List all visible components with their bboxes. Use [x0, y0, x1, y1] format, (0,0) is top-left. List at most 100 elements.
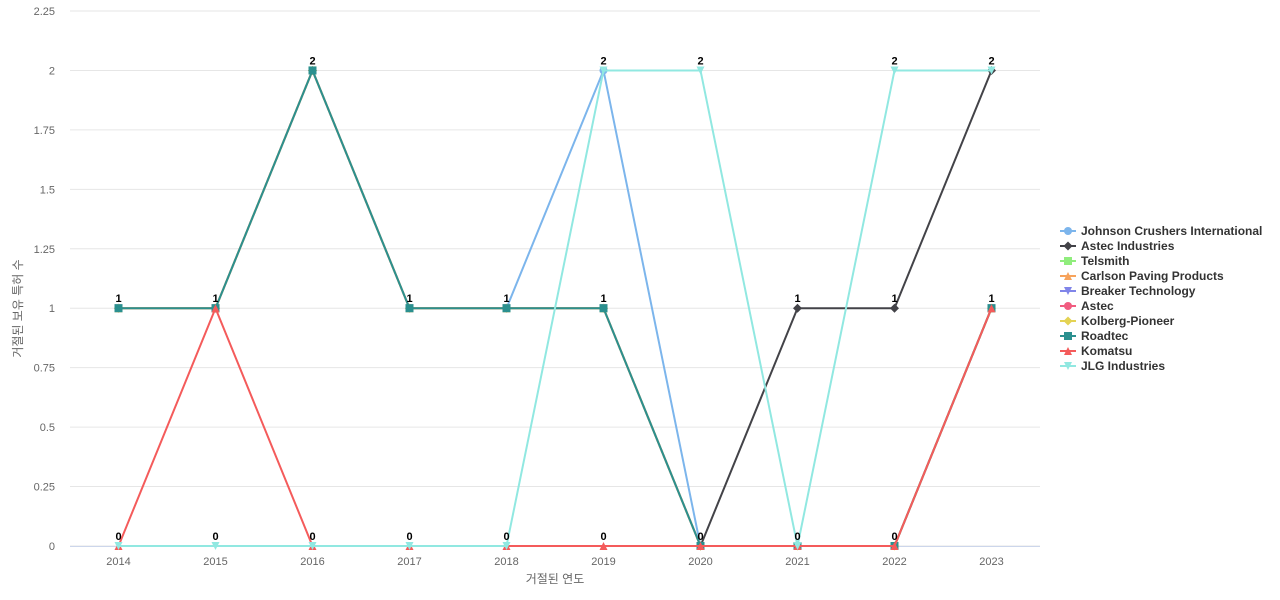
data-label: 0	[600, 531, 606, 543]
data-point-jlg-industries[interactable]	[405, 542, 414, 550]
series-line-komatsu[interactable]	[117, 307, 993, 547]
data-point-komatsu[interactable]	[696, 542, 705, 550]
data-label: 0	[309, 531, 315, 543]
data-label: 1	[600, 293, 606, 305]
legend-marker	[1064, 257, 1072, 265]
series-layer	[114, 65, 996, 551]
y-tick-label: 2.25	[34, 6, 55, 18]
data-point-jlg-industries[interactable]	[211, 542, 220, 550]
data-point-jlg-industries[interactable]	[696, 66, 705, 75]
legend-marker	[1063, 241, 1073, 251]
x-axis-title: 거절된 연도	[526, 572, 585, 586]
legend-label: Komatsu	[1081, 344, 1132, 358]
legend-label: Roadtec	[1081, 329, 1129, 343]
legend-marker	[1064, 287, 1072, 295]
data-point-komatsu[interactable]	[211, 304, 220, 313]
y-axis-ticks: 0 0.25 0.5 0.75 1 1.25 1.5 1.75 2 2.25	[34, 6, 55, 553]
legend-item-kolberg-pioneer[interactable]: Kolberg-Pioneer	[1060, 314, 1175, 328]
data-point-roadtec[interactable]	[502, 304, 511, 313]
data-point-jlg-industries[interactable]	[502, 542, 511, 550]
data-point-roadtec[interactable]	[599, 304, 608, 313]
y-tick-label: 2	[49, 65, 55, 77]
legend-item-astec[interactable]: Astec	[1060, 299, 1114, 313]
legend-item-astec-industries[interactable]: Astec Industries	[1060, 239, 1175, 253]
data-label: 2	[697, 55, 703, 67]
series-jlg-industries	[114, 66, 996, 550]
data-point-komatsu[interactable]	[987, 304, 996, 313]
data-label: 0	[212, 531, 218, 543]
legend-label: Carlson Paving Products	[1081, 269, 1224, 283]
data-point-jlg-industries[interactable]	[599, 66, 608, 75]
data-point-jlg-industries[interactable]	[793, 542, 802, 550]
x-tick-label: 2015	[203, 556, 227, 568]
x-tick-label: 2019	[591, 556, 615, 568]
legend-label: JLG Industries	[1081, 359, 1165, 373]
x-axis-ticks: 2014 2015 2016 2017 2018 2019 2020 2021 2022 2023	[106, 556, 1003, 568]
x-tick-label: 2016	[300, 556, 324, 568]
data-point-komatsu[interactable]	[890, 542, 899, 550]
legend-label: Astec	[1081, 299, 1114, 313]
data-label: 1	[212, 293, 218, 305]
data-point-jlg-industries[interactable]	[987, 66, 996, 75]
x-tick-label: 2022	[882, 556, 906, 568]
x-tick-label: 2018	[494, 556, 518, 568]
legend-marker	[1064, 347, 1072, 355]
data-point-komatsu[interactable]	[599, 542, 608, 550]
data-point-astec-industries[interactable]	[793, 303, 802, 313]
legend-label: Telsmith	[1081, 254, 1129, 268]
x-tick-label: 2023	[979, 556, 1003, 568]
data-label: 0	[891, 531, 897, 543]
legend-item-telsmith[interactable]: Telsmith	[1060, 254, 1129, 268]
data-label: 1	[988, 293, 994, 305]
y-tick-label: 1	[49, 303, 55, 315]
y-tick-label: 1.75	[34, 125, 55, 137]
legend-label: Astec Industries	[1081, 239, 1175, 253]
data-label: 2	[988, 55, 994, 67]
legend-marker	[1063, 316, 1073, 326]
x-tick-label: 2020	[688, 556, 712, 568]
data-label: 1	[115, 293, 121, 305]
y-tick-label: 0.75	[34, 363, 55, 375]
data-label: 1	[891, 293, 897, 305]
data-point-jlg-industries[interactable]	[308, 542, 317, 550]
legend-item-komatsu[interactable]: Komatsu	[1060, 344, 1132, 358]
data-label: 0	[794, 531, 800, 543]
data-point-roadtec[interactable]	[308, 66, 317, 75]
data-point-jlg-industries[interactable]	[890, 66, 899, 75]
data-label: 0	[503, 531, 509, 543]
data-label: 1	[794, 293, 800, 305]
x-tick-label: 2014	[106, 556, 130, 568]
y-tick-label: 0.5	[40, 422, 55, 434]
legend-marker	[1064, 227, 1072, 235]
data-label: 1	[406, 293, 412, 305]
x-tick-label: 2017	[397, 556, 421, 568]
x-tick-label: 2021	[785, 556, 809, 568]
legend-item-carlson-paving-products[interactable]: Carlson Paving Products	[1060, 269, 1224, 283]
data-label: 0	[697, 531, 703, 543]
data-point-astec-industries[interactable]	[890, 303, 899, 313]
data-point-roadtec[interactable]	[405, 304, 414, 313]
y-tick-label: 0	[49, 541, 55, 553]
data-label: 1	[503, 293, 509, 305]
data-label: 2	[891, 55, 897, 67]
gridlines	[70, 10, 1040, 547]
y-tick-label: 1.25	[34, 244, 55, 256]
y-axis-title: 거절된 보유 특허 수	[11, 259, 25, 357]
series-line-jlg-industries[interactable]	[118, 69, 992, 547]
legend-label: Johnson Crushers International	[1081, 224, 1262, 238]
legend-item-jlg-industries[interactable]: JLG Industries	[1060, 359, 1165, 373]
data-point-jlg-industries[interactable]	[114, 542, 123, 550]
y-tick-label: 0.25	[34, 482, 55, 494]
legend-marker	[1064, 302, 1072, 310]
legend-item-johnson-crushers-international[interactable]: Johnson Crushers International	[1060, 224, 1262, 238]
legend-label: Breaker Technology	[1081, 284, 1196, 298]
legend-item-breaker-technology[interactable]: Breaker Technology	[1060, 284, 1196, 298]
legend-marker	[1064, 332, 1072, 340]
y-tick-label: 1.5	[40, 184, 55, 196]
data-label: 2	[309, 55, 315, 67]
data-point-roadtec[interactable]	[114, 304, 123, 313]
legend-item-roadtec[interactable]: Roadtec	[1060, 329, 1129, 343]
data-label: 0	[406, 531, 412, 543]
